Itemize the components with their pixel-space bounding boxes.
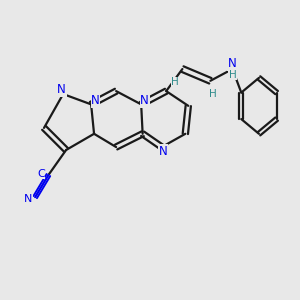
Text: N: N xyxy=(24,194,32,204)
Text: N: N xyxy=(57,83,66,96)
Text: H: H xyxy=(229,70,236,80)
Text: H: H xyxy=(209,89,217,99)
Text: N: N xyxy=(140,94,149,107)
Text: H: H xyxy=(171,77,179,87)
Text: N: N xyxy=(228,57,237,70)
Text: N: N xyxy=(159,145,168,158)
Text: C: C xyxy=(37,169,45,178)
Text: N: N xyxy=(91,94,100,107)
